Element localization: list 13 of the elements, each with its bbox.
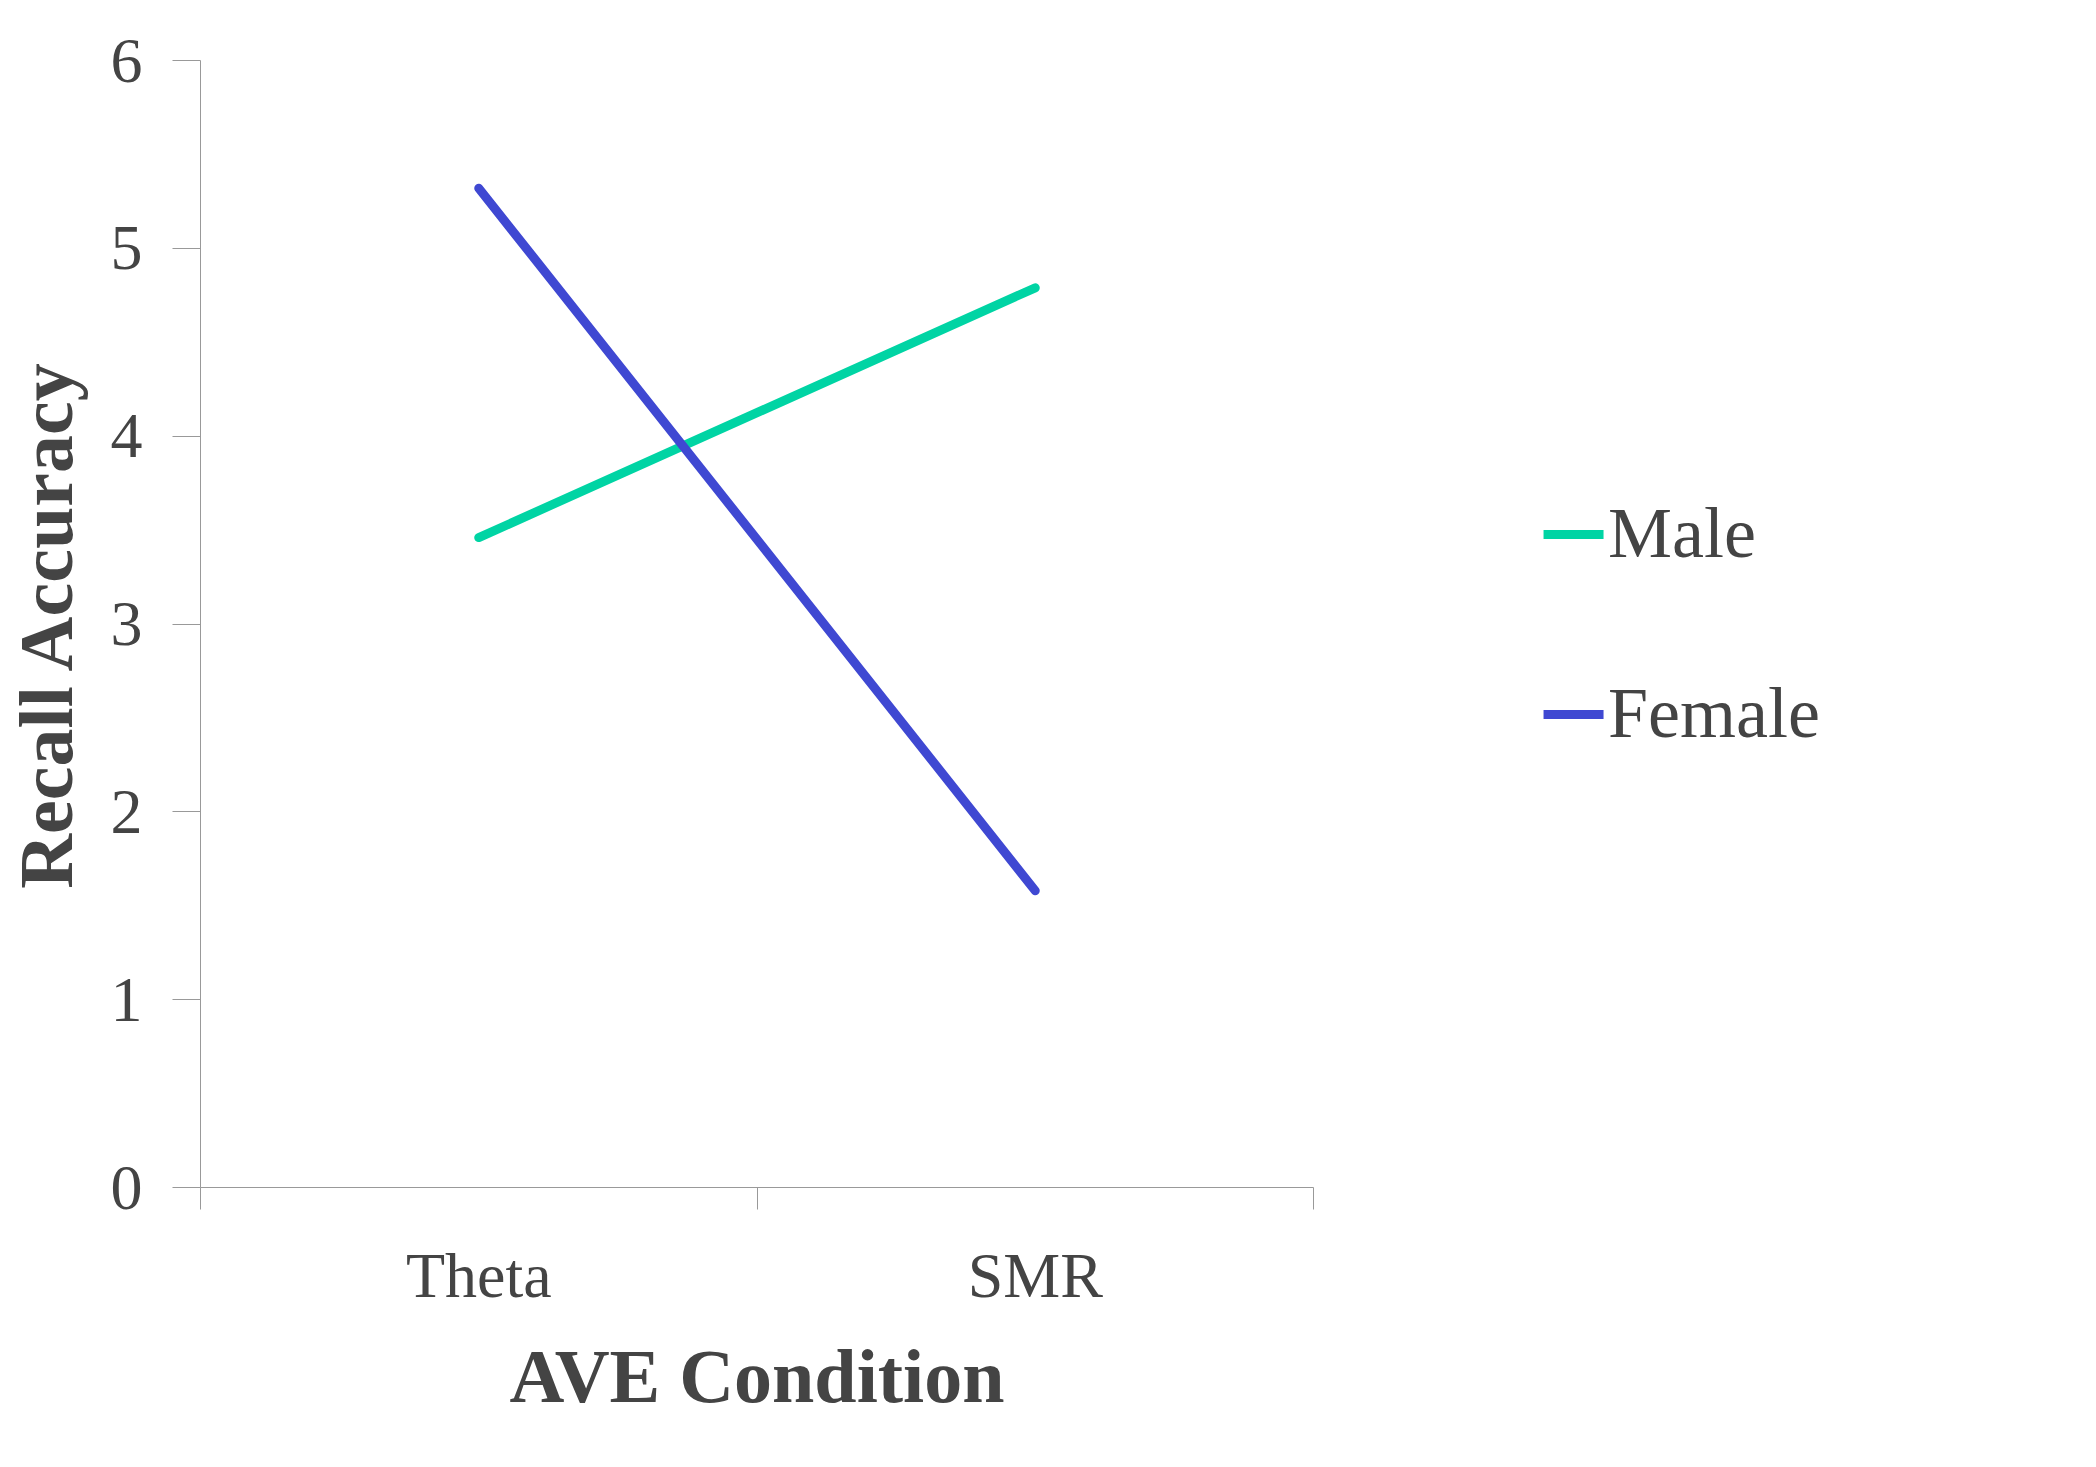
x-tick-label: Theta	[405, 1239, 552, 1311]
y-tick-label: 0	[110, 1151, 143, 1223]
y-tick-label: 5	[110, 212, 143, 284]
x-axis-title: AVE Condition	[509, 1333, 1005, 1418]
y-tick-label: 6	[110, 24, 143, 96]
legend-label: Male	[1608, 492, 1756, 575]
legend-label: Female	[1608, 672, 1820, 755]
y-tick-label: 1	[110, 963, 143, 1035]
y-tick-label: 3	[110, 588, 143, 659]
y-tick-label: 2	[110, 775, 143, 847]
y-axis-title: Recall Accuracy	[3, 363, 88, 889]
x-tick-label: SMR	[967, 1239, 1104, 1311]
y-tick-label: 4	[110, 400, 143, 472]
